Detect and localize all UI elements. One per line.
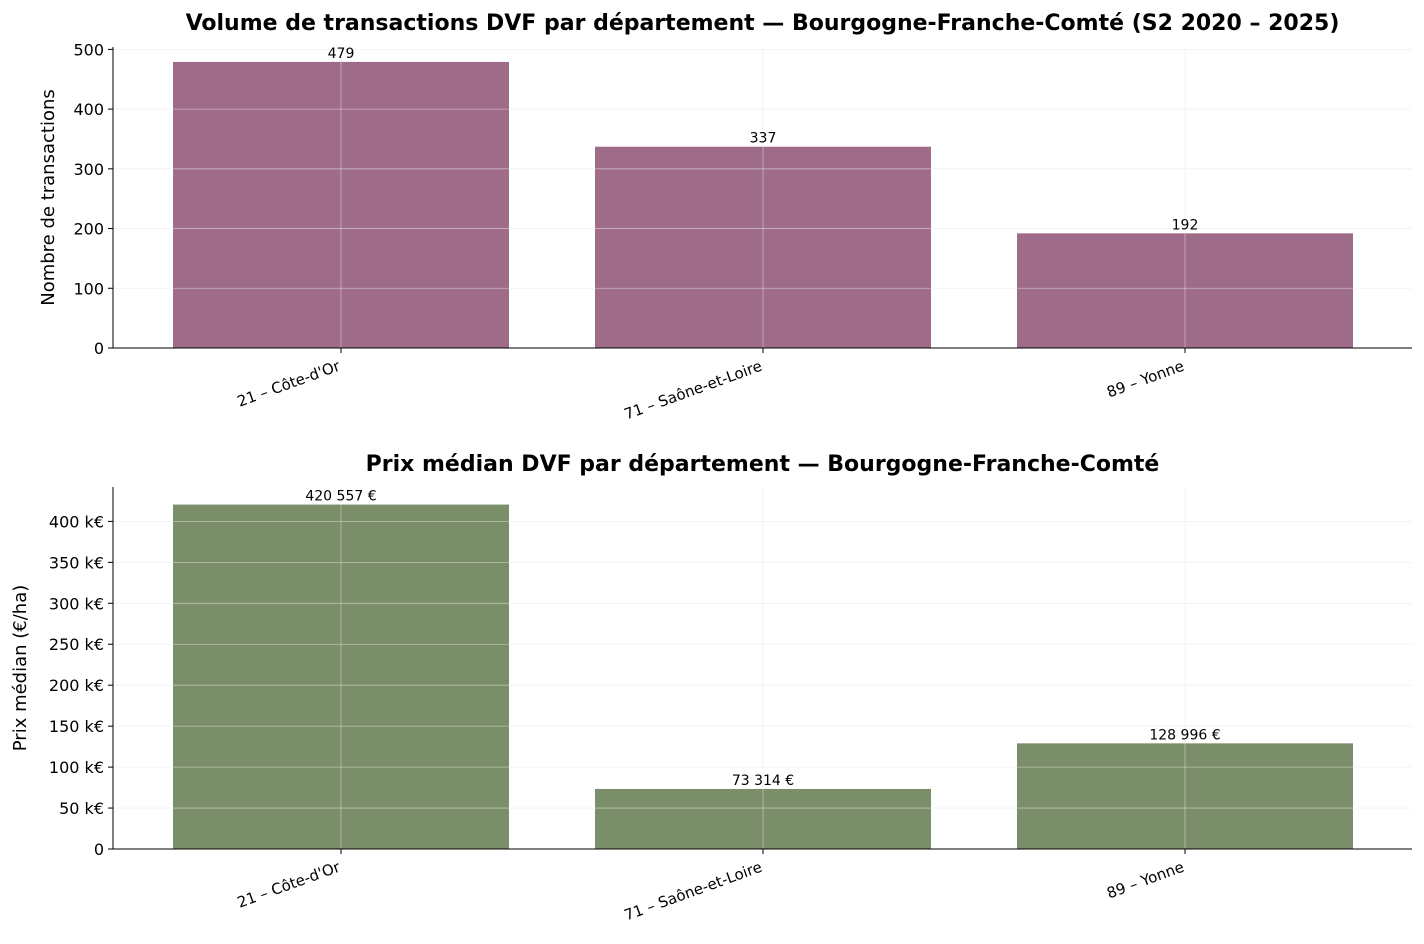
- median-price-y-tick-label: 250 k€: [49, 635, 104, 654]
- median-price-y-tick-label: 50 k€: [59, 799, 104, 818]
- median-price-y-tick-label: 300 k€: [49, 594, 104, 613]
- transactions-y-tick-label: 0: [94, 339, 104, 358]
- median-price-y-tick-label: 350 k€: [49, 553, 104, 572]
- transactions-data-label: 479: [328, 46, 355, 62]
- transactions-y-tick-label: 400: [73, 100, 104, 119]
- median-price-x-tick-label: 89 – Yonne: [1104, 858, 1186, 903]
- median-price-data-label: 128 996 €: [1149, 727, 1220, 743]
- transactions-y-tick-label: 200: [73, 220, 104, 239]
- median-price-y-tick-label: 200 k€: [49, 676, 104, 695]
- transactions-y-axis-label: Nombre de transactions: [38, 89, 59, 306]
- median-price-y-tick-label: 400 k€: [49, 512, 104, 531]
- median-price-chart-title: Prix médian DVF par département — Bourgo…: [366, 452, 1160, 477]
- median-price-data-label: 73 314 €: [732, 773, 794, 789]
- median-price-x-tick-label: 71 – Saône-et-Loire: [622, 858, 765, 925]
- median-price-chart-panel: Prix médian DVF par département — Bourgo…: [10, 452, 1412, 924]
- median-price-y-tick-label: 150 k€: [49, 717, 104, 736]
- transactions-x-tick-label: 89 – Yonne: [1104, 357, 1186, 402]
- transactions-y-tick-label: 500: [73, 40, 104, 59]
- median-price-y-axis-label: Prix médian (€/ha): [10, 585, 31, 752]
- median-price-y-tick-label: 100 k€: [49, 758, 104, 777]
- median-price-x-tick-label: 21 – Côte-d'Or: [235, 858, 343, 912]
- transactions-data-label: 337: [750, 131, 777, 147]
- transactions-x-tick-label: 21 – Côte-d'Or: [235, 357, 343, 411]
- transactions-chart-title: Volume de transactions DVF par départeme…: [186, 11, 1340, 36]
- transactions-data-label: 192: [1172, 217, 1199, 233]
- median-price-y-tick-label: 0: [94, 840, 104, 859]
- transactions-x-tick-label: 71 – Saône-et-Loire: [622, 357, 765, 424]
- median-price-data-label: 420 557 €: [305, 489, 376, 505]
- transactions-y-tick-label: 300: [73, 160, 104, 179]
- transactions-chart-panel: Volume de transactions DVF par départeme…: [38, 11, 1412, 423]
- transactions-y-tick-label: 100: [73, 279, 104, 298]
